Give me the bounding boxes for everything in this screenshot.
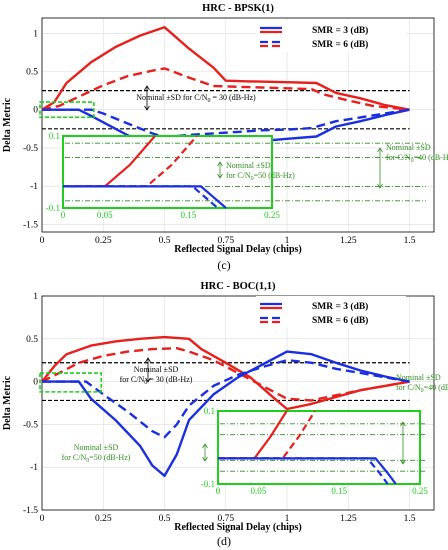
series-line-blue-dashed xyxy=(42,359,410,439)
annotation-arrowheads xyxy=(145,357,151,383)
legend-label: SMR = 6 (dB) xyxy=(312,315,368,326)
series-line-blue-dashed xyxy=(42,108,410,139)
inset-x-tick-label: 0.15 xyxy=(331,486,347,496)
legend-background xyxy=(256,20,406,52)
x-tick-label: 1.5 xyxy=(404,514,416,524)
inset-annotation-text: for C/N0=40 (dB-Hz) xyxy=(396,383,448,394)
inset-annotation-arrowheads xyxy=(202,443,208,462)
series-line-red-dashed xyxy=(41,67,410,111)
inset-x-tick-label: 0.05 xyxy=(251,486,267,496)
y-tick-label: 0.5 xyxy=(26,68,38,78)
y-tick-label: -0.5 xyxy=(23,144,38,154)
annotation-text: Nominal ±SD for C/N0 = 30 (dB-Hz) xyxy=(136,93,256,104)
inset-line-red-dashed xyxy=(218,410,316,460)
inset-y-tick-label: -0.1 xyxy=(201,479,215,489)
x-tick-label: 1.5 xyxy=(404,236,416,246)
inset-annotation-text: for C/N0=50 (dB-Hz) xyxy=(226,171,295,182)
inset-annotation-text: Nominal ±SD xyxy=(396,373,441,382)
series-line-red-dashed xyxy=(41,347,410,402)
inset-x-tick-label: 0.25 xyxy=(264,210,280,220)
inset-annotation-text: Nominal ±SD xyxy=(226,161,271,170)
inset-annotation-text: Nominal ±SD xyxy=(74,443,119,452)
y-tick-label: -1.5 xyxy=(23,220,38,230)
inset-annotation-arrowheads xyxy=(400,421,406,465)
panel-caption-c: (c) xyxy=(217,258,231,272)
x-tick-label: 0 xyxy=(40,514,45,524)
y-tick-label: -1 xyxy=(30,463,38,473)
inset-frame xyxy=(217,410,421,485)
inset-y-tick-label: -0.1 xyxy=(46,203,60,213)
inset-x-tick-label: 0.25 xyxy=(412,486,428,496)
x-tick-label: 1.25 xyxy=(340,236,357,246)
chart-panel-d: 0 0.25 0.5 0.75 1 1.25 1.5 1 0.5 0 -0.5 -1 -1.5 HRC -… xyxy=(2,281,448,533)
y-tick-label: 0 xyxy=(33,106,38,116)
x-axis-label: Reflected Signal Delay (chips) xyxy=(174,244,302,255)
plot-frame xyxy=(41,17,435,233)
x-tick-label: 1 xyxy=(285,236,290,246)
x-tick-label: 0.75 xyxy=(217,236,234,246)
inset-y-tick-label: 0.1 xyxy=(49,131,60,141)
x-tick-label: 1 xyxy=(285,514,290,524)
legend-label: SMR = 3 (dB) xyxy=(312,301,368,312)
chart-title: HRC - BPSK(1) xyxy=(202,3,274,14)
inset-x-tick-label: 0.05 xyxy=(97,210,113,220)
x-tick-label: 0.5 xyxy=(159,236,171,246)
zoom-region-box xyxy=(39,101,95,119)
inset-frame xyxy=(62,135,273,209)
y-axis-label: Delta Metric xyxy=(2,375,13,430)
x-tick-label: 1.25 xyxy=(340,514,357,524)
annotation-text: for C/N0 = 30 (dB-Hz) xyxy=(120,375,193,386)
inset-line-blue-dashed xyxy=(218,457,389,485)
y-tick-label: -1.5 xyxy=(23,506,38,516)
y-axis-label: Delta Metric xyxy=(2,97,13,152)
inset-annotation-text: for C/N0=40 (dB-Hz) xyxy=(386,153,448,164)
inset-annotation-text: for C/N0=50 (dB-Hz) xyxy=(62,453,131,464)
inset-annotation-arrowheads xyxy=(377,147,383,189)
y-tick-label: 0 xyxy=(33,378,38,388)
legend-label: SMR = 6 (dB) xyxy=(312,39,368,50)
y-tick-label: 1 xyxy=(33,29,38,39)
inset-x-tick-label: 0.15 xyxy=(181,210,197,220)
series-line-red-solid xyxy=(41,335,410,411)
inset-annotation-text: Nominal ±SD xyxy=(386,143,431,152)
inset-x-tick-label: 0 xyxy=(216,486,221,496)
x-tick-label: 0.75 xyxy=(217,514,234,524)
series-line-red-solid xyxy=(41,26,410,111)
annotation-text: Nominal ±SD xyxy=(134,365,179,374)
y-tick-label: -1 xyxy=(30,182,38,192)
inset-annotation-arrowheads xyxy=(217,161,223,179)
legend-background xyxy=(256,296,406,328)
chart-title: HRC - BOC(1,1) xyxy=(201,281,276,292)
y-tick-label: -0.5 xyxy=(23,420,38,430)
zoom-region-box xyxy=(39,372,103,393)
y-tick-label: 0.5 xyxy=(26,335,38,345)
panel-caption-d: (d) xyxy=(217,534,231,548)
chart-panel-c: 0 0.25 0.5 0.75 1 1.25 1.5 1 0.5 0 -0.5 -1 -1.5 HRC -… xyxy=(2,3,448,255)
x-tick-label: 0 xyxy=(40,236,45,246)
x-tick-label: 0.25 xyxy=(95,236,112,246)
y-tick-label: 1 xyxy=(33,292,38,302)
x-tick-label: 0.5 xyxy=(159,514,171,524)
inset-line-blue-dashed xyxy=(63,185,219,209)
inset-line-red-dashed xyxy=(63,135,198,188)
inset-y-tick-label: 0.1 xyxy=(204,406,215,416)
plot-frame xyxy=(41,295,435,511)
inset-x-tick-label: 0 xyxy=(61,210,66,220)
x-axis-label: Reflected Signal Delay (chips) xyxy=(174,522,302,533)
legend-label: SMR = 3 (dB) xyxy=(312,25,368,36)
series-line-blue-solid xyxy=(42,350,410,477)
x-tick-label: 0.25 xyxy=(95,514,112,524)
annotation-arrowheads xyxy=(144,85,150,111)
